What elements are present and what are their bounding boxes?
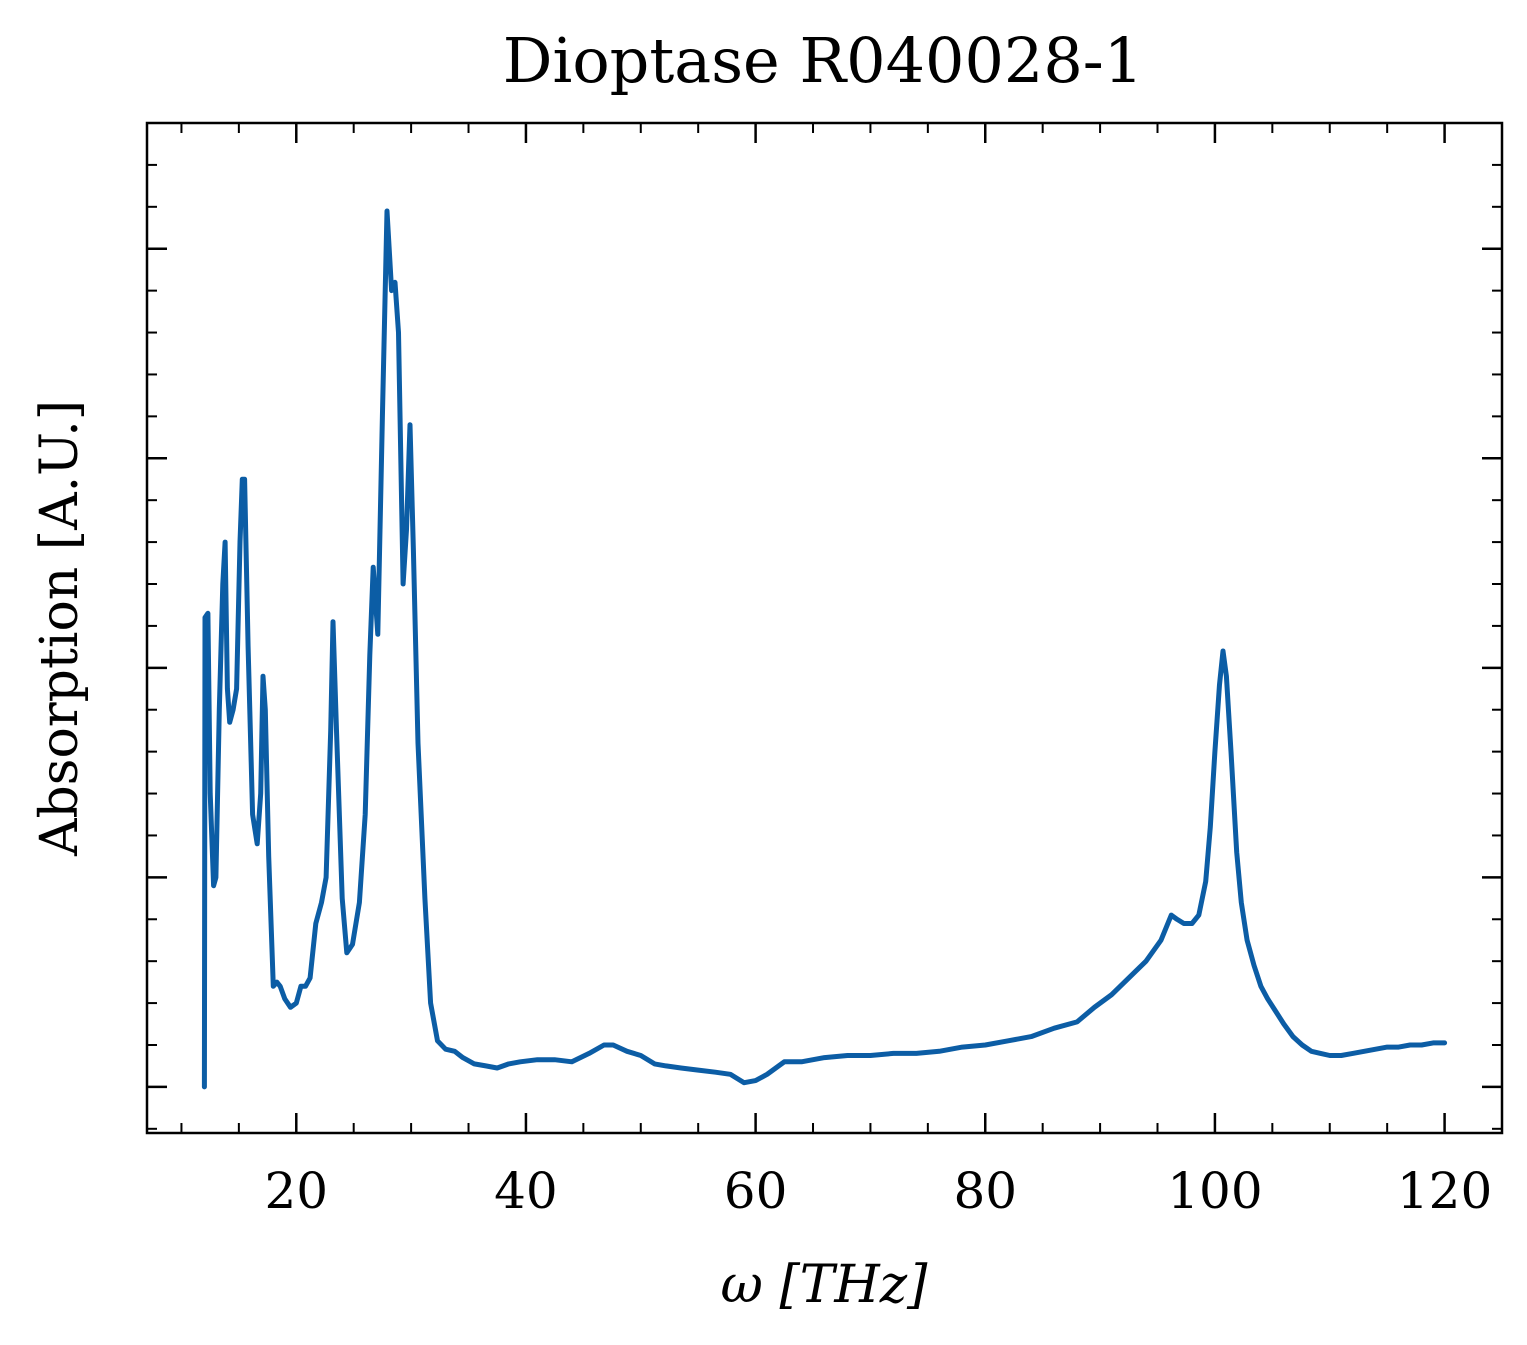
chart-title: Dioptase R040028-1 xyxy=(503,24,1143,97)
series-line xyxy=(201,208,1448,1090)
x-tick-label: 60 xyxy=(724,1162,788,1220)
minor-ticks xyxy=(147,123,1503,1133)
y-axis-label: Absorption [A.U.] xyxy=(30,400,90,857)
plot-frame xyxy=(145,121,1504,1135)
major-ticks xyxy=(147,123,1502,1133)
x-tick-label: 40 xyxy=(494,1162,558,1220)
x-tick-label: 20 xyxy=(264,1162,328,1220)
x-axis-label: ω [THz] xyxy=(721,1255,929,1315)
x-tick-label: 100 xyxy=(1167,1162,1262,1220)
x-tick-labels: 20 40 60 80 100 120 xyxy=(264,1162,1492,1220)
x-tick-label: 120 xyxy=(1397,1162,1492,1220)
x-tick-label: 80 xyxy=(953,1162,1017,1220)
